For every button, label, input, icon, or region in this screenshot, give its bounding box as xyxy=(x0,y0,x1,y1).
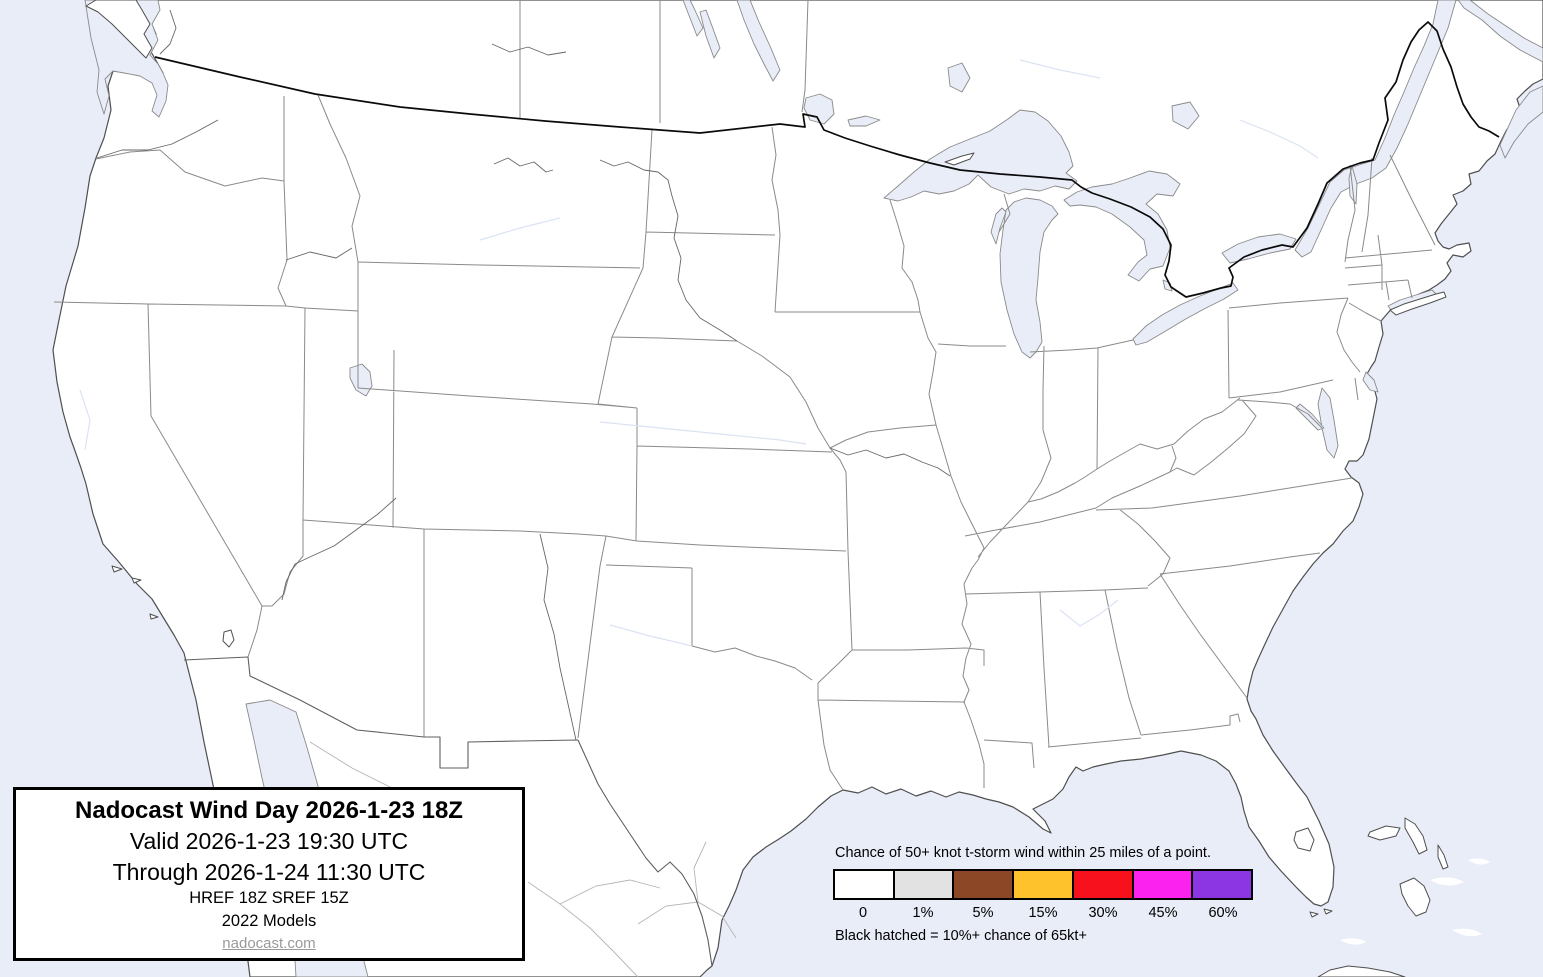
mexico-state-borders xyxy=(309,741,737,977)
andros-island xyxy=(1399,877,1431,917)
lake-okeechobee xyxy=(1293,827,1315,852)
legend-color-bar xyxy=(833,869,1253,900)
legend-title: Chance of 50+ knot t-storm wind within 2… xyxy=(835,845,1211,861)
lake-winnipeg xyxy=(736,0,781,82)
legend-label: 45% xyxy=(1148,905,1178,921)
lake-manitoba xyxy=(699,9,721,59)
long-island xyxy=(1389,291,1447,316)
grand-bahama-island xyxy=(1367,825,1401,841)
us-mexico-border xyxy=(183,656,713,967)
florida-keys xyxy=(1309,908,1333,918)
lake-superior xyxy=(883,109,1078,202)
islands xyxy=(85,0,1449,977)
forecast-through-time: Through 2026-1-24 11:30 UTC xyxy=(112,858,426,885)
legend-label: 15% xyxy=(1028,905,1058,921)
lake-winnipegosis xyxy=(682,0,704,37)
lake-nipigon xyxy=(1171,101,1200,130)
forecast-models: HREF 18Z SREF 15Z xyxy=(189,889,349,908)
legend-swatch-1 xyxy=(894,871,953,898)
legend-swatch-0 xyxy=(835,871,893,898)
state-borders xyxy=(53,94,1436,791)
legend-swatch-5 xyxy=(954,871,1013,898)
forecast-title: Nadocast Wind Day 2026-1-23 18Z xyxy=(75,796,463,824)
probability-legend: Chance of 50+ knot t-storm wind within 2… xyxy=(833,845,1273,944)
bay-of-fundy xyxy=(1499,85,1543,159)
forecast-valid-time: Valid 2026-1-23 19:30 UTC xyxy=(129,827,409,854)
lake-michigan xyxy=(999,197,1059,359)
isle-royale xyxy=(944,152,975,166)
legend-label: 60% xyxy=(1208,905,1238,921)
legend-label: 30% xyxy=(1088,905,1118,921)
lake-erie xyxy=(1132,282,1239,346)
legend-swatch-45 xyxy=(1133,871,1192,898)
ocean-bank-patches xyxy=(1340,858,1490,945)
legend-labels-row: 0 1% 5% 15% 30% 45% 60% xyxy=(833,905,1257,921)
forecast-info-box: Nadocast Wind Day 2026-1-23 18Z Valid 20… xyxy=(13,787,525,961)
chesapeake-bay xyxy=(1317,387,1339,459)
eleuthera-island xyxy=(1437,844,1449,870)
water-bodies xyxy=(84,0,1543,977)
forecast-models-year: 2022 Models xyxy=(221,911,317,930)
canadian-lake xyxy=(947,62,971,93)
legend-swatch-15 xyxy=(1014,871,1072,898)
rivers-dark xyxy=(96,9,951,741)
rainy-lake xyxy=(847,115,881,127)
salton-sea xyxy=(222,629,235,648)
canada-provincial-borders xyxy=(519,0,809,123)
legend-hatched-note: Black hatched = 10%+ chance of 65kt+ xyxy=(835,928,1087,944)
rivers-light xyxy=(79,59,1319,647)
legend-label: 5% xyxy=(972,905,994,921)
vancouver-island xyxy=(85,0,153,59)
delaware-bay xyxy=(1362,371,1379,393)
great-salt-lake xyxy=(349,363,373,397)
legend-label: 0 xyxy=(858,905,868,921)
legend-label: 1% xyxy=(912,905,934,921)
us-canada-border xyxy=(154,21,1500,298)
st-lawrence-river xyxy=(1294,0,1457,258)
green-bay xyxy=(990,207,1007,245)
nadocast-website-link[interactable]: nadocast.com xyxy=(222,935,316,953)
channel-islands xyxy=(111,565,159,620)
abaco-island xyxy=(1404,817,1428,855)
gulf-of-st-lawrence-channel xyxy=(1457,0,1543,63)
legend-swatch-30 xyxy=(1073,871,1132,898)
cuba-coast xyxy=(1317,965,1406,977)
legend-swatch-60 xyxy=(1193,871,1252,898)
